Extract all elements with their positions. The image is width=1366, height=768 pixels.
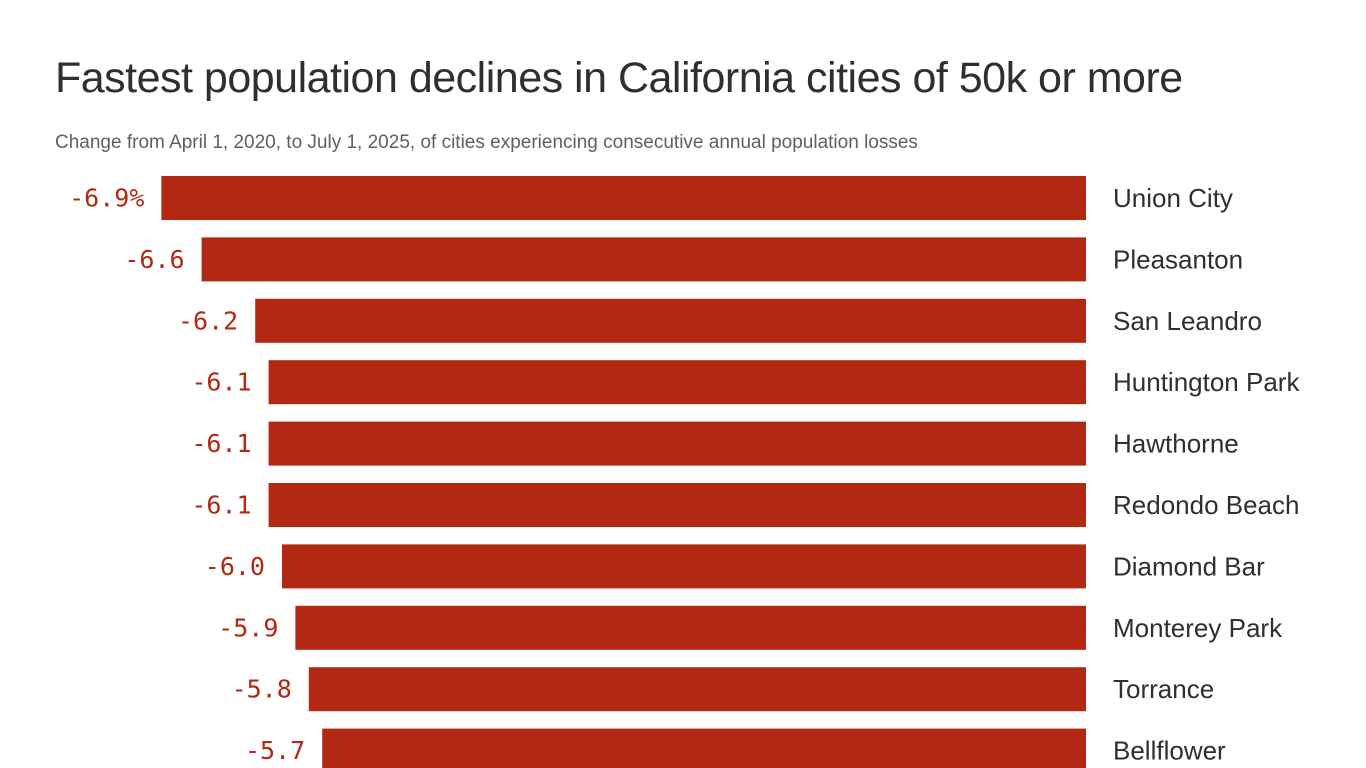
value-label: -6.1 — [191, 491, 251, 520]
value-label: -6.1 — [191, 429, 251, 458]
category-label: Hawthorne — [1113, 429, 1239, 459]
category-label: San Leandro — [1113, 306, 1262, 336]
chart-subtitle: Change from April 1, 2020, to July 1, 20… — [55, 132, 918, 153]
category-label: Monterey Park — [1113, 613, 1283, 643]
value-label: -6.9% — [69, 184, 144, 213]
bar-union-city — [161, 176, 1086, 220]
value-label: -6.6 — [124, 245, 184, 274]
value-label: -5.7 — [245, 736, 305, 765]
bar-huntington-park — [268, 360, 1087, 405]
category-label: Torrance — [1113, 674, 1214, 704]
bar-monterey-park — [295, 605, 1086, 650]
category-label: Bellflower — [1113, 736, 1226, 766]
value-label: -5.8 — [232, 675, 292, 704]
category-label: Union City — [1113, 183, 1233, 213]
chart-title: Fastest population declines in Californi… — [55, 54, 1183, 102]
category-label: Pleasanton — [1113, 244, 1243, 274]
bar-san-leandro — [255, 298, 1086, 343]
value-label: -6.1 — [191, 368, 251, 397]
bars-group — [161, 176, 1087, 768]
value-label: -6.2 — [178, 306, 238, 335]
category-label: Huntington Park — [1113, 367, 1300, 397]
category-label: Diamond Bar — [1113, 551, 1265, 581]
bar-torrance — [308, 667, 1086, 712]
value-labels-group: -6.9% -6.6 -6.2 -6.1 -6.1 -6.1 -6.0 -5.9 -5.8 -5.… — [69, 184, 305, 766]
bar-pleasanton — [201, 237, 1087, 282]
value-label: -5.9 — [218, 613, 278, 642]
category-label: Redondo Beach — [1113, 490, 1299, 520]
bar-redondo-beach — [268, 483, 1087, 527]
category-labels-group: Union City Pleasanton San Leandro Huntingto… — [1113, 183, 1300, 766]
value-label: -6.0 — [205, 552, 265, 581]
bar-diamond-bar — [282, 544, 1086, 589]
bar-hawthorne — [268, 421, 1087, 466]
bar-bellflower — [322, 728, 1086, 768]
